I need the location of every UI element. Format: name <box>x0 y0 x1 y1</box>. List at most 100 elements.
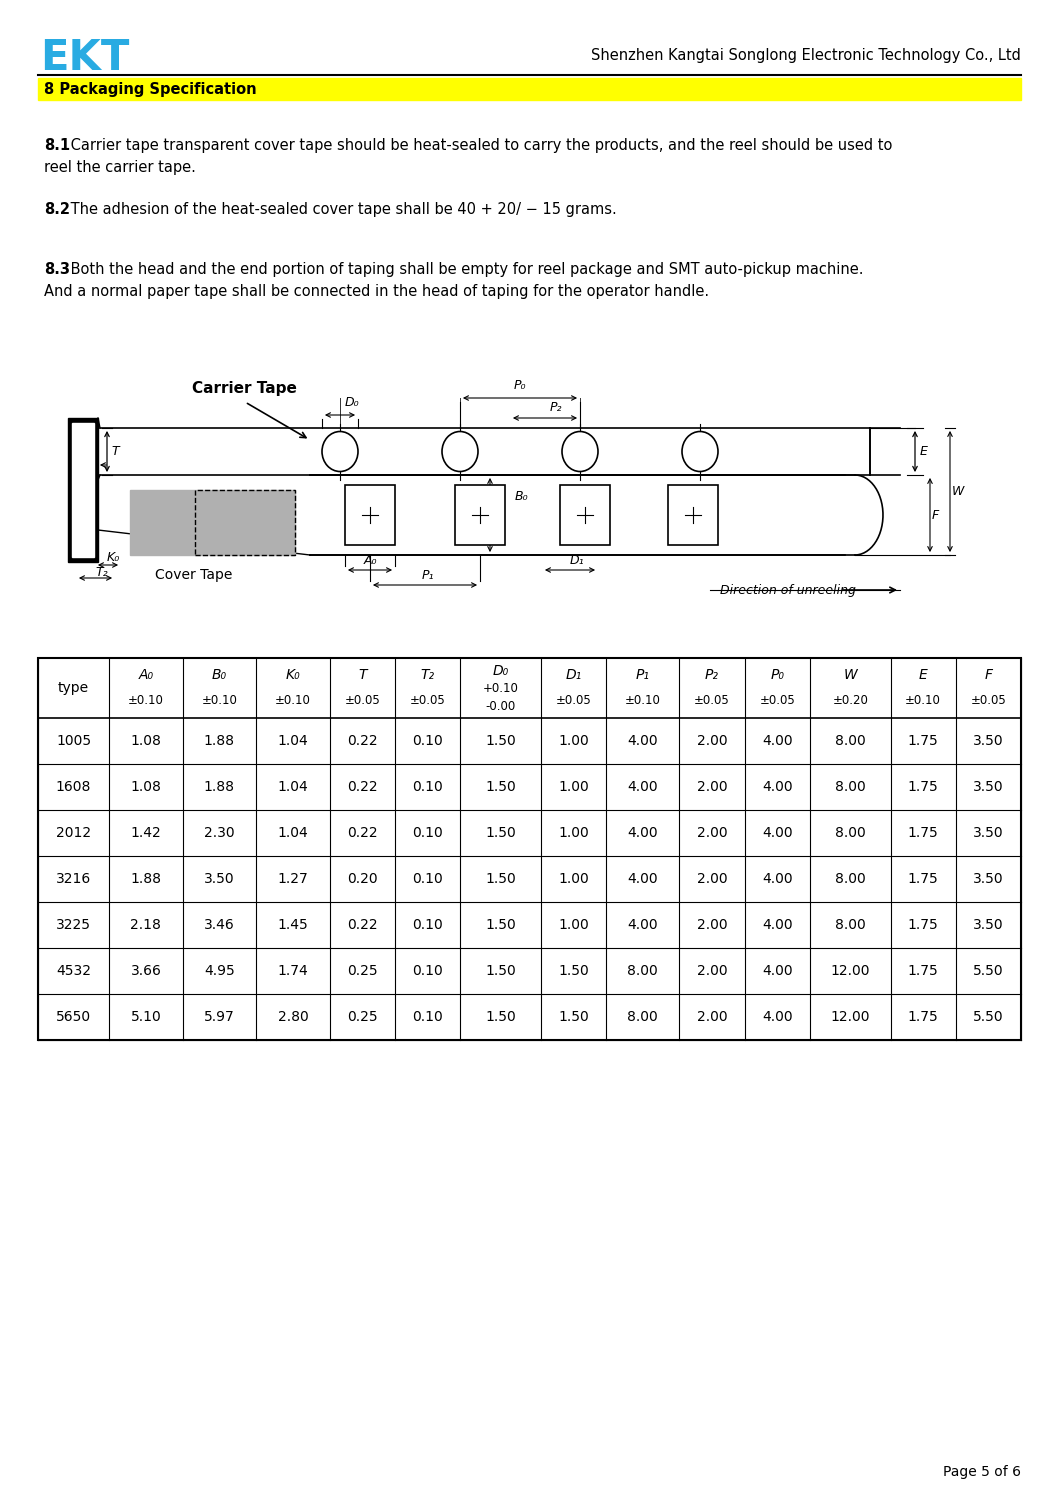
Text: 8.00: 8.00 <box>627 964 658 977</box>
Text: B₀: B₀ <box>212 669 227 682</box>
Bar <box>195 490 295 555</box>
Text: P₂: P₂ <box>705 669 719 682</box>
Text: W: W <box>843 669 857 682</box>
Text: ±0.05: ±0.05 <box>759 694 795 706</box>
Text: 1.50: 1.50 <box>485 964 516 977</box>
Bar <box>345 486 395 546</box>
Text: 5.50: 5.50 <box>973 964 1004 977</box>
Text: 8.00: 8.00 <box>834 872 865 886</box>
Text: ±0.05: ±0.05 <box>695 694 730 706</box>
Text: 1.00: 1.00 <box>558 872 589 886</box>
Text: 1.75: 1.75 <box>908 779 938 794</box>
Text: 4.00: 4.00 <box>762 964 792 977</box>
Text: 2.18: 2.18 <box>130 917 161 932</box>
Text: 0.10: 0.10 <box>412 779 443 794</box>
Text: 2.00: 2.00 <box>697 826 728 839</box>
Text: -0.00: -0.00 <box>485 700 516 712</box>
Text: And a normal paper tape shall be connected in the head of taping for the operato: And a normal paper tape shall be connect… <box>44 283 710 298</box>
Text: reel the carrier tape.: reel the carrier tape. <box>44 160 196 175</box>
Text: Direction of unreeling: Direction of unreeling <box>720 583 856 597</box>
Text: 1.50: 1.50 <box>485 1010 516 1024</box>
Text: 2.00: 2.00 <box>697 779 728 794</box>
Ellipse shape <box>562 432 598 472</box>
Text: D₁: D₁ <box>570 555 585 567</box>
Text: D₁: D₁ <box>566 669 581 682</box>
Text: 1.04: 1.04 <box>277 735 308 748</box>
Text: 1.00: 1.00 <box>558 917 589 932</box>
Text: 2.00: 2.00 <box>697 1010 728 1024</box>
Text: ±0.05: ±0.05 <box>344 694 380 706</box>
Text: 3.50: 3.50 <box>973 917 1004 932</box>
Text: P₂: P₂ <box>550 402 562 414</box>
Text: 1.50: 1.50 <box>485 735 516 748</box>
Text: 1.50: 1.50 <box>485 779 516 794</box>
Text: 1.75: 1.75 <box>908 826 938 839</box>
Text: A₀: A₀ <box>363 555 377 567</box>
Text: P₁: P₁ <box>635 669 650 682</box>
Text: 5.10: 5.10 <box>130 1010 161 1024</box>
Text: 3.50: 3.50 <box>973 826 1004 839</box>
Text: 0.25: 0.25 <box>347 1010 378 1024</box>
Text: 1.50: 1.50 <box>485 917 516 932</box>
Text: B₀: B₀ <box>515 490 528 502</box>
Text: 12.00: 12.00 <box>830 964 870 977</box>
Text: 8.3: 8.3 <box>44 262 70 277</box>
Text: 0.10: 0.10 <box>412 872 443 886</box>
Ellipse shape <box>322 432 358 472</box>
Text: A₀: A₀ <box>139 669 154 682</box>
Bar <box>668 486 718 546</box>
Text: 2.30: 2.30 <box>204 826 235 839</box>
Text: 1.50: 1.50 <box>485 872 516 886</box>
Text: 8.1: 8.1 <box>44 138 70 153</box>
Text: 5.50: 5.50 <box>973 1010 1004 1024</box>
Text: 3225: 3225 <box>56 917 91 932</box>
Bar <box>72 423 94 558</box>
Text: 1.04: 1.04 <box>277 779 308 794</box>
Text: F: F <box>985 669 992 682</box>
Text: 1608: 1608 <box>56 779 91 794</box>
Text: 5650: 5650 <box>56 1010 91 1024</box>
Text: 4532: 4532 <box>56 964 91 977</box>
Text: 1.75: 1.75 <box>908 964 938 977</box>
Text: 1.50: 1.50 <box>485 826 516 839</box>
Text: ±0.05: ±0.05 <box>556 694 591 706</box>
Text: 8.00: 8.00 <box>627 1010 658 1024</box>
Text: 1.00: 1.00 <box>558 826 589 839</box>
Text: P₀: P₀ <box>770 669 785 682</box>
Text: 0.10: 0.10 <box>412 826 443 839</box>
Text: ±0.10: ±0.10 <box>201 694 237 706</box>
Text: 1.88: 1.88 <box>204 735 235 748</box>
Text: Shenzhen Kangtai Songlong Electronic Technology Co., Ltd: Shenzhen Kangtai Songlong Electronic Tec… <box>591 48 1021 63</box>
Text: 8 Packaging Specification: 8 Packaging Specification <box>44 81 256 96</box>
Text: 0.22: 0.22 <box>347 779 378 794</box>
Text: Cover Tape: Cover Tape <box>155 568 232 582</box>
Text: 1.50: 1.50 <box>558 964 589 977</box>
Text: 8.00: 8.00 <box>834 779 865 794</box>
Text: 1.00: 1.00 <box>558 735 589 748</box>
Text: 1.27: 1.27 <box>277 872 308 886</box>
Text: T₂: T₂ <box>95 565 108 579</box>
Text: Carrier Tape: Carrier Tape <box>192 381 297 396</box>
Text: 4.00: 4.00 <box>762 826 792 839</box>
Text: 8.00: 8.00 <box>834 917 865 932</box>
Text: 1.42: 1.42 <box>130 826 161 839</box>
Text: 2.80: 2.80 <box>277 1010 308 1024</box>
Text: 0.22: 0.22 <box>347 826 378 839</box>
Text: 4.00: 4.00 <box>627 917 658 932</box>
Bar <box>130 490 295 555</box>
Text: 0.22: 0.22 <box>347 917 378 932</box>
Text: 2012: 2012 <box>56 826 91 839</box>
Ellipse shape <box>682 432 718 472</box>
Text: ±0.05: ±0.05 <box>410 694 446 706</box>
Text: E: E <box>919 669 928 682</box>
Text: 1.04: 1.04 <box>277 826 308 839</box>
Text: 0.22: 0.22 <box>347 735 378 748</box>
Bar <box>455 486 505 546</box>
Text: 1.08: 1.08 <box>130 779 161 794</box>
Bar <box>560 486 610 546</box>
Text: 12.00: 12.00 <box>830 1010 870 1024</box>
Text: 0.10: 0.10 <box>412 917 443 932</box>
Text: D₀: D₀ <box>492 664 508 678</box>
Text: 2.00: 2.00 <box>697 964 728 977</box>
Text: The adhesion of the heat-sealed cover tape shall be 40 + 20/ − 15 grams.: The adhesion of the heat-sealed cover ta… <box>66 202 616 217</box>
